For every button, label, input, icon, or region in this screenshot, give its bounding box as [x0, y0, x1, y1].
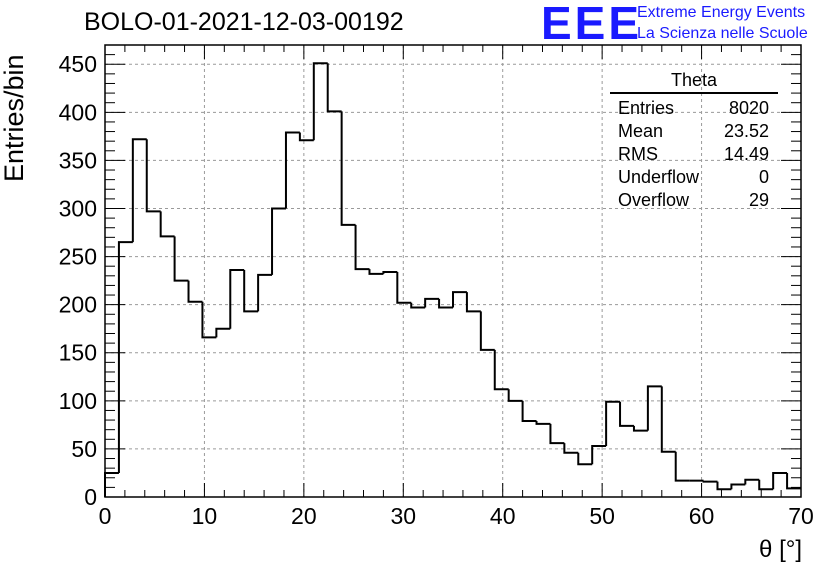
eee-logo: EEE	[541, 0, 643, 49]
logo-caption-line1: Extreme Energy Events	[637, 4, 806, 21]
histogram-bin	[131, 138, 147, 243]
histogram-bin	[619, 401, 634, 427]
x-tick-label: 20	[291, 503, 317, 529]
y-tick-label: 350	[59, 147, 97, 173]
x-tick-label: 10	[192, 503, 218, 529]
plot-frame	[104, 44, 802, 498]
histogram-bin	[758, 479, 774, 491]
histogram-bin	[549, 423, 565, 445]
histogram-bin	[772, 471, 788, 490]
histogram-bin	[368, 269, 384, 275]
y-tick-label: 200	[59, 292, 97, 318]
histogram-bin	[521, 400, 537, 423]
plot-title: BOLO-01-2021-12-03-00192	[84, 8, 404, 36]
histogram-bin	[354, 224, 370, 271]
x-tick-label: 60	[689, 503, 715, 529]
histogram-bin	[577, 452, 593, 466]
stats-label: Underflow	[618, 166, 700, 187]
y-axis-label: Entries/bin	[0, 54, 29, 182]
histogram-bin	[159, 211, 175, 238]
histogram-bin	[730, 483, 746, 490]
x-tick-label: 40	[490, 503, 516, 529]
histogram-bin	[257, 273, 273, 312]
histogram-bin	[187, 280, 203, 303]
x-tick-label: 30	[390, 503, 416, 529]
y-tick-label: 400	[59, 99, 97, 125]
histogram-bin	[702, 480, 718, 483]
histogram-bin	[563, 443, 579, 454]
histogram-bin	[605, 400, 621, 447]
histogram-bin	[396, 271, 412, 304]
stats-value: 29	[748, 189, 769, 210]
histogram-bin	[229, 269, 245, 329]
x-tick-label: 50	[589, 503, 615, 529]
stats-label: Overflow	[618, 189, 690, 210]
histogram-bin	[382, 270, 398, 274]
histogram-bin	[660, 386, 676, 453]
y-tick-label: 100	[59, 388, 97, 414]
histogram-bin	[271, 207, 286, 275]
y-tick-label: 300	[59, 195, 97, 221]
stats-value: 0	[758, 166, 769, 187]
statistics-box: Theta Entries 8020 Mean 23.52 RMS 14.49 …	[610, 70, 778, 212]
histogram-bin	[298, 132, 314, 142]
histogram-bin	[145, 139, 161, 213]
stats-label: Entries	[618, 97, 675, 118]
histogram-bin	[104, 471, 119, 497]
stats-row-underflow: Underflow 0	[610, 166, 778, 189]
x-tick-label: 0	[99, 503, 112, 529]
y-tick-label: 450	[59, 51, 97, 77]
stats-value: 23.52	[723, 120, 769, 141]
histogram-bin	[424, 297, 440, 308]
y-tick-label: 150	[59, 340, 97, 366]
histogram-bin	[173, 236, 189, 282]
histogram-bin	[632, 425, 648, 432]
histogram-bin	[716, 481, 732, 491]
histogram-bin	[674, 451, 690, 482]
histogram-bin	[340, 111, 356, 226]
stats-row-mean: Mean 23.52	[610, 120, 778, 143]
stats-label: Mean	[618, 120, 664, 141]
stats-row-overflow: Overflow 29	[610, 189, 778, 212]
histogram-bin	[479, 311, 495, 351]
logo-caption-line2: La Scienza nelle Scuole	[637, 25, 808, 42]
x-tick-label: 70	[788, 503, 814, 529]
histogram-bin	[646, 385, 662, 431]
stats-title: Theta	[670, 70, 718, 90]
histogram-bin	[786, 472, 801, 490]
y-tick-label: 250	[59, 244, 97, 270]
histogram-bin	[438, 298, 453, 309]
histogram-bin	[452, 291, 467, 308]
stats-row-rms: RMS 14.49	[610, 143, 778, 166]
histogram-bin	[201, 301, 217, 339]
histogram-bin	[117, 241, 133, 473]
histogram-bin	[243, 270, 259, 313]
histogram-bin	[591, 445, 607, 465]
histogram-bin	[215, 327, 231, 338]
histogram-bin	[507, 389, 523, 402]
stats-value: 14.49	[723, 143, 769, 164]
stats-divider	[610, 92, 778, 94]
y-tick-label: 50	[71, 436, 97, 462]
histogram-bin	[326, 63, 342, 113]
stats-value: 8020	[728, 97, 769, 118]
histogram-bin	[744, 478, 760, 485]
stats-row-entries: Entries 8020	[610, 97, 778, 120]
stats-label: RMS	[618, 143, 658, 164]
x-axis-label: θ [°]	[759, 536, 802, 563]
histogram-bin	[312, 62, 328, 141]
histogram-bin	[284, 131, 300, 209]
histogram-bin	[493, 349, 509, 391]
histogram-bin	[465, 292, 481, 313]
histogram-bin	[535, 421, 551, 425]
y-tick-label: 0	[84, 484, 97, 510]
histogram-bin	[410, 302, 426, 309]
